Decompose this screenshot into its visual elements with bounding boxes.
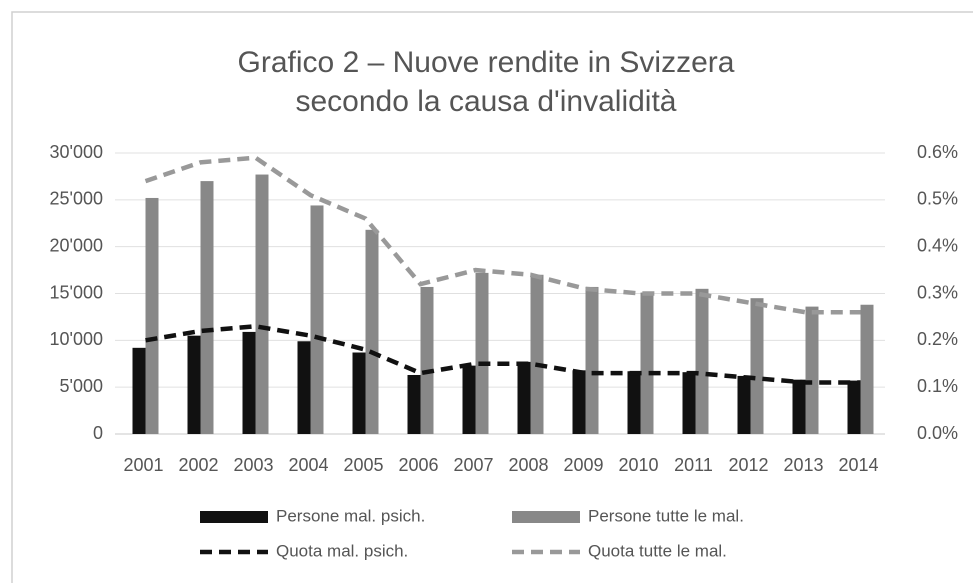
y-tick-label: 30'000	[50, 142, 104, 162]
x-tick-label: 2005	[343, 455, 383, 475]
bar	[792, 379, 806, 434]
x-tick-label: 2001	[123, 455, 163, 475]
x-tick-label: 2006	[398, 455, 438, 475]
x-tick-label: 2002	[178, 455, 218, 475]
bar	[585, 286, 599, 434]
x-tick-label: 2007	[453, 455, 493, 475]
bar	[365, 229, 379, 434]
x-tick-label: 2014	[838, 455, 878, 475]
y2-tick-label: 0.3%	[917, 282, 958, 302]
legend-label: Quota mal. psich.	[276, 541, 408, 560]
bar	[132, 347, 146, 434]
bar	[255, 174, 269, 434]
y-tick-label: 5'000	[60, 376, 103, 396]
bar	[462, 365, 476, 434]
bar	[475, 272, 489, 434]
bar	[242, 331, 256, 434]
y2-tick-label: 0.4%	[917, 235, 958, 255]
bar	[750, 298, 764, 434]
x-tick-label: 2010	[618, 455, 658, 475]
bar	[297, 341, 311, 434]
bar	[530, 274, 544, 434]
bar	[187, 335, 201, 434]
x-tick-label: 2011	[674, 455, 713, 475]
bar	[860, 304, 874, 434]
bar	[407, 374, 421, 434]
bar	[572, 370, 586, 434]
x-tick-label: 2012	[728, 455, 768, 475]
bar	[517, 361, 531, 434]
y2-tick-label: 0.5%	[917, 189, 958, 209]
bar	[640, 292, 654, 434]
bar	[352, 352, 366, 434]
bar	[145, 197, 159, 434]
bar	[695, 288, 709, 434]
x-tick-label: 2009	[563, 455, 603, 475]
bar	[200, 181, 214, 434]
legend-label: Persone tutte le mal.	[588, 506, 744, 525]
x-tick-label: 2003	[233, 455, 273, 475]
y-tick-label: 0	[93, 423, 103, 443]
bar	[420, 286, 434, 434]
x-tick-label: 2008	[508, 455, 548, 475]
y-tick-label: 25'000	[50, 189, 104, 209]
y-tick-label: 15'000	[50, 282, 104, 302]
x-tick-label: 2004	[288, 455, 328, 475]
y2-tick-label: 0.0%	[917, 423, 958, 443]
chart-title: Grafico 2 – Nuove rendite in Svizzera	[238, 46, 735, 79]
line-series	[145, 324, 861, 385]
legend-swatch	[200, 511, 268, 523]
bar	[805, 306, 819, 434]
legend-label: Quota tutte le mal.	[588, 541, 727, 560]
legend-swatch	[512, 511, 580, 523]
bar	[847, 380, 861, 434]
y2-tick-label: 0.1%	[917, 376, 958, 396]
x-tick-label: 2013	[783, 455, 823, 475]
y-tick-label: 10'000	[50, 329, 104, 349]
y2-tick-label: 0.2%	[917, 329, 958, 349]
y-tick-label: 20'000	[50, 235, 104, 255]
legend-label: Persone mal. psich.	[276, 506, 425, 525]
line-series	[144, 155, 861, 315]
bar	[310, 205, 324, 434]
chart-title: secondo la causa d'invalidità	[296, 85, 677, 118]
bar	[737, 375, 751, 434]
chart-frame	[11, 11, 973, 583]
y2-tick-label: 0.6%	[917, 142, 958, 162]
bar	[627, 371, 641, 434]
bar	[682, 372, 696, 434]
